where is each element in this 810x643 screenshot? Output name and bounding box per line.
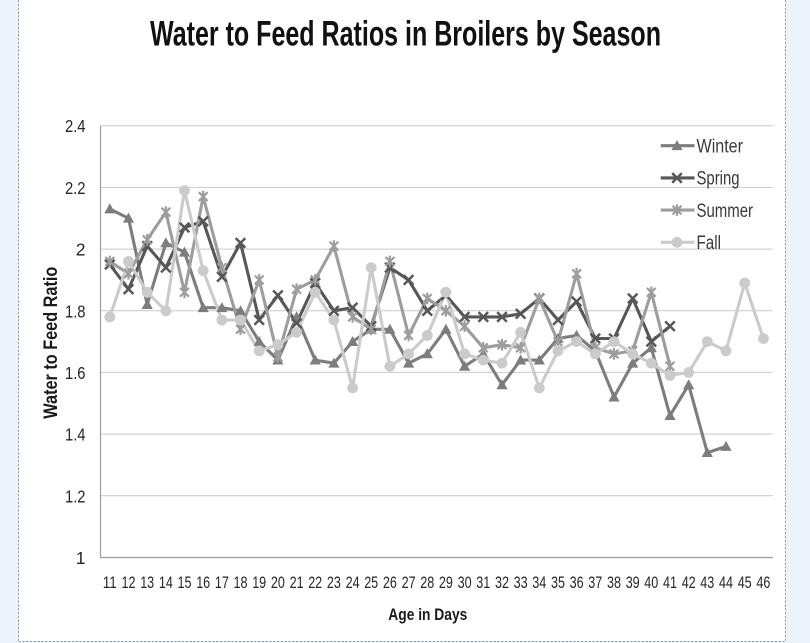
svg-text:45: 45 [738,574,752,592]
svg-text:30: 30 [458,574,472,592]
svg-text:46: 46 [756,574,770,592]
svg-text:36: 36 [570,574,584,592]
svg-text:25: 25 [364,574,378,592]
svg-text:1.6: 1.6 [65,363,86,383]
svg-text:Water to Feed Ratios in Broile: Water to Feed Ratios in Broilers by Seas… [150,15,661,54]
svg-text:17: 17 [215,574,229,592]
svg-text:32: 32 [495,574,509,592]
svg-text:2: 2 [76,240,86,260]
svg-text:33: 33 [514,574,528,592]
svg-text:19: 19 [252,574,266,592]
svg-text:43: 43 [700,574,714,592]
svg-text:40: 40 [644,574,658,592]
svg-text:38: 38 [607,574,621,592]
svg-text:41: 41 [663,574,677,592]
svg-text:23: 23 [327,574,341,592]
svg-text:26: 26 [383,574,397,592]
svg-text:15: 15 [178,574,192,592]
svg-text:21: 21 [290,574,304,592]
svg-text:Spring: Spring [697,169,740,190]
svg-text:27: 27 [402,574,416,592]
svg-text:24: 24 [346,574,360,592]
svg-text:14: 14 [159,574,173,592]
svg-text:1.2: 1.2 [65,486,86,506]
svg-text:18: 18 [234,574,248,592]
svg-text:35: 35 [551,574,565,592]
svg-text:28: 28 [420,574,434,592]
svg-text:Fall: Fall [697,233,722,254]
svg-text:16: 16 [196,574,210,592]
svg-text:39: 39 [626,574,640,592]
svg-text:12: 12 [122,574,136,592]
svg-text:1.4: 1.4 [65,425,86,445]
svg-text:Age in Days: Age in Days [388,606,467,624]
svg-text:Winter: Winter [697,136,744,157]
svg-text:37: 37 [588,574,602,592]
svg-text:2.2: 2.2 [65,178,86,198]
svg-text:34: 34 [532,574,546,592]
svg-text:29: 29 [439,574,453,592]
svg-text:31: 31 [476,574,490,592]
svg-text:22: 22 [308,574,322,592]
svg-text:Water to Feed Ratio: Water to Feed Ratio [41,267,62,419]
svg-text:11: 11 [103,574,117,592]
svg-text:42: 42 [682,574,696,592]
svg-text:2.4: 2.4 [65,116,86,136]
svg-text:20: 20 [271,574,285,592]
svg-text:13: 13 [140,574,154,592]
svg-text:1: 1 [76,548,86,568]
svg-text:1.8: 1.8 [65,301,86,321]
svg-text:44: 44 [719,574,733,592]
svg-text:Summer: Summer [697,201,754,222]
